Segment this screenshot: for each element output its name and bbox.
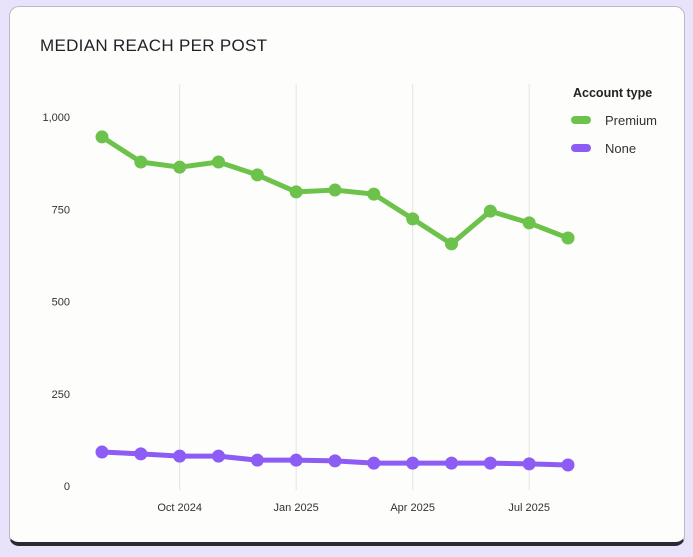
data-point-none bbox=[367, 456, 381, 470]
data-point-premium bbox=[173, 160, 187, 174]
chart-title: MEDIAN REACH PER POST bbox=[40, 36, 268, 55]
data-point-premium bbox=[250, 168, 264, 182]
data-point-premium bbox=[328, 183, 342, 197]
legend-label-none: None bbox=[605, 141, 636, 156]
y-tick-label: 250 bbox=[52, 389, 70, 401]
legend-swatch-premium bbox=[571, 116, 591, 124]
y-tick-label: 0 bbox=[64, 481, 70, 493]
x-tick-label: Jan 2025 bbox=[274, 502, 319, 514]
data-point-premium bbox=[483, 204, 497, 218]
legend-title: Account type bbox=[573, 86, 652, 100]
data-point-none bbox=[250, 453, 264, 467]
data-point-premium bbox=[289, 185, 303, 199]
data-point-none bbox=[483, 456, 497, 470]
data-point-premium bbox=[406, 212, 420, 226]
data-point-premium bbox=[134, 155, 148, 169]
x-tick-label: Oct 2024 bbox=[157, 502, 202, 514]
chart-card: MEDIAN REACH PER POST bbox=[9, 6, 685, 546]
data-point-none bbox=[289, 453, 303, 467]
data-point-premium bbox=[522, 216, 536, 230]
data-point-none bbox=[406, 456, 420, 470]
y-tick-label: 750 bbox=[52, 204, 70, 216]
data-point-none bbox=[212, 449, 225, 463]
data-point-none bbox=[328, 454, 342, 468]
data-point-premium bbox=[95, 130, 109, 144]
data-point-premium bbox=[367, 187, 381, 201]
data-point-none bbox=[445, 456, 458, 470]
data-point-none bbox=[134, 447, 148, 461]
legend-swatch-none bbox=[571, 144, 591, 152]
data-point-premium bbox=[445, 237, 458, 251]
data-point-none bbox=[95, 445, 109, 459]
x-tick-label: Apr 2025 bbox=[390, 502, 435, 514]
x-tick-label: Jul 2025 bbox=[508, 502, 550, 514]
legend-label-premium: Premium bbox=[605, 113, 657, 128]
y-tick-label: 1,000 bbox=[42, 112, 70, 124]
data-point-premium bbox=[212, 155, 225, 169]
data-point-none bbox=[522, 457, 536, 471]
y-tick-label: 500 bbox=[52, 297, 70, 309]
data-point-premium bbox=[561, 231, 575, 245]
data-point-none bbox=[173, 449, 187, 463]
data-point-none bbox=[561, 458, 575, 472]
